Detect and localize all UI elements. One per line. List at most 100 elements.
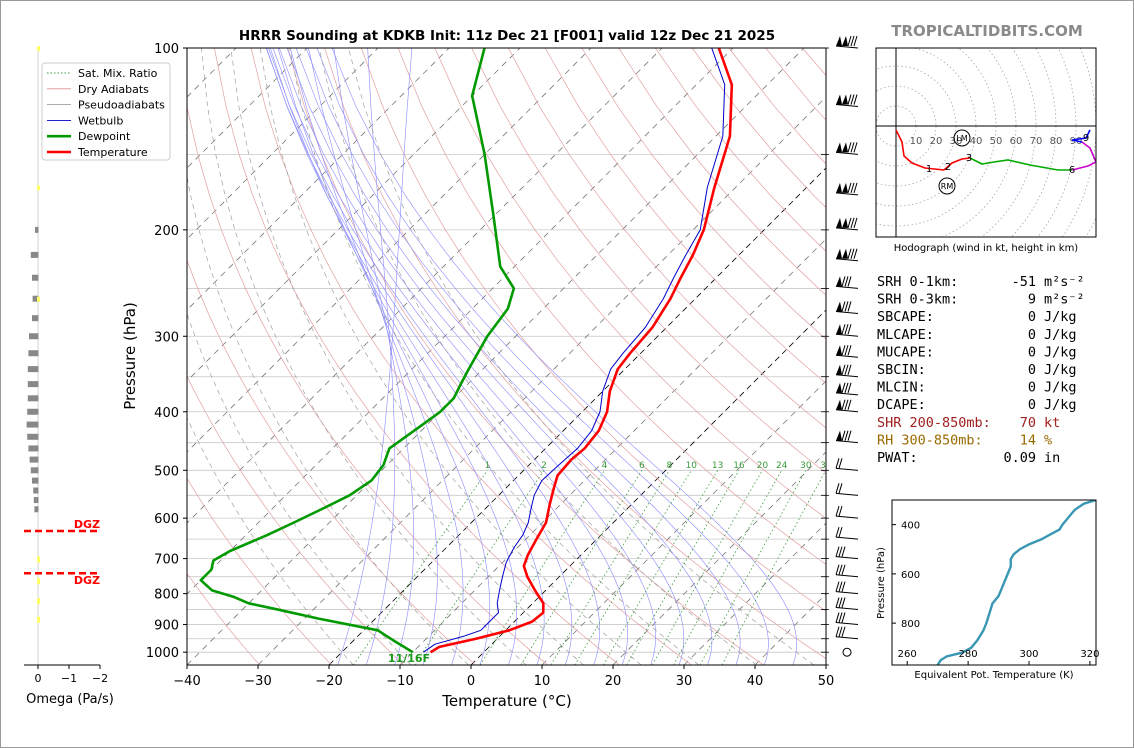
pseudoadiabat [289,48,700,665]
isotherm [187,48,734,595]
hodo-ring-label: 30 [950,136,963,147]
omega-bar [32,315,39,322]
omega-positive-bar [37,296,40,302]
omega-axis-label: Omega (Pa/s) [26,692,114,707]
mixing-ratio-label: 6 [639,461,645,471]
x-tick-label: 10 [534,674,551,689]
index-value: 9 [1028,292,1036,308]
wind-barb [835,506,859,519]
wind-barb [835,248,859,262]
wind-barb [835,546,859,560]
theta-e-line [936,500,1096,665]
hodo-ring-label: 50 [990,136,1003,147]
index-unit: m²s⁻² [1044,274,1085,290]
pseudoadiabat [187,312,412,665]
index-unit: J/kg [1044,309,1077,325]
index-unit: J/kg [1044,380,1077,396]
dry-adiabat [544,48,826,384]
dry-adiabat [471,48,826,474]
brand-watermark: TROPICALTIDBITS.COM [891,22,1083,40]
wind-barb [835,612,859,626]
theta-e-y-tick-label: 400 [901,521,920,532]
x-axis-label: Temperature (°C) [441,692,571,710]
profile-dewpoint [199,48,516,654]
y-tick-label: 100 [154,42,179,57]
wind-barb [835,301,859,314]
y-tick-label: 500 [154,464,179,479]
wind-barb [835,276,859,289]
omega-positive-bar [37,578,40,585]
mixing-ratio-line [626,470,740,665]
index-label: SBCIN: [877,362,926,378]
wind-barb [835,364,859,378]
omega-bar [35,226,39,233]
hodo-height-label: 1 [926,164,932,175]
hodo-ring-label: 70 [1030,136,1043,147]
mixing-ratio-label: 30 [800,461,812,471]
mixing-ratio-line [414,470,545,665]
omega-bar [33,487,39,494]
index-unit: J/kg [1044,397,1077,413]
legend-label: Dewpoint [78,130,131,143]
index-value: 0 [1028,397,1036,413]
isotherm [612,451,826,665]
isotherm [187,48,663,524]
legend-label: Dry Adiabats [78,83,149,96]
moist-adiabat [333,48,415,665]
theta-e-x-tick-label: 300 [1019,649,1038,660]
hodo-ring-label: 20 [930,136,943,147]
theta-e-y-tick-label: 600 [901,570,920,581]
x-tick-label: 20 [605,674,622,689]
isotherm [328,167,826,665]
isotherm [187,48,308,169]
index-value: 0 [1028,327,1036,343]
profile-wetbulb [423,48,726,653]
omega-bar [26,421,39,428]
mixing-ratio-label: 10 [686,461,698,471]
isotherm [187,48,379,240]
mixing-ratio-label: 24 [776,461,788,471]
skewt-axes: −40 −30 −20 −10 0 10 20 30 40 50 100 200 300 400 500 60… [146,42,834,689]
omega-positive-bar [37,616,40,623]
mixing-ratio-label: 2 [541,461,547,471]
moist-adiabat [295,48,713,665]
skewt-plot-area [186,47,827,666]
hodograph-caption: Hodograph (wind in kt, height in km) [894,243,1079,254]
hodo-height-label: 9 [1083,133,1089,144]
index-unit: kt [1044,415,1060,431]
mixing-ratio-line [520,470,643,665]
moist-adiabat [337,48,413,665]
omega-positive-bar [37,185,40,191]
index-unit: J/kg [1044,344,1077,360]
wind-barbs [835,35,859,657]
mixing-ratio-label: 8 [667,461,673,471]
x-tick-label: 40 [747,674,764,689]
wind-barb [835,458,859,471]
omega-bar [28,445,39,452]
legend-box [41,62,171,161]
legend-label: Wetbulb [78,114,123,127]
omega-bar [29,333,39,340]
x-tick-label: −10 [386,674,413,689]
hodo-trace [1071,141,1096,171]
index-label: PWAT: [877,450,918,466]
pseudoadiabat [187,416,354,665]
hodo-height-label: 6 [1069,165,1075,176]
pseudoadiabat [318,48,757,665]
dry-adiabat [287,48,764,665]
omega-bar [27,366,39,373]
omega-bar [33,497,39,504]
dry-adiabat [187,375,404,665]
isotherm [187,48,450,311]
omega-bar [27,433,39,440]
moist-adiabat [308,48,438,665]
wind-barb [835,217,859,231]
theta-e-x-tick-label: 320 [1080,649,1099,660]
dry-adiabat [434,48,826,519]
moist-adiabat [269,48,518,665]
pseudoadiabat [187,174,469,665]
mixing-ratio-label: 13 [712,461,723,471]
dry-adiabat [214,48,620,665]
wind-barb [835,626,859,640]
omega-tick-label: 0 [35,672,42,685]
